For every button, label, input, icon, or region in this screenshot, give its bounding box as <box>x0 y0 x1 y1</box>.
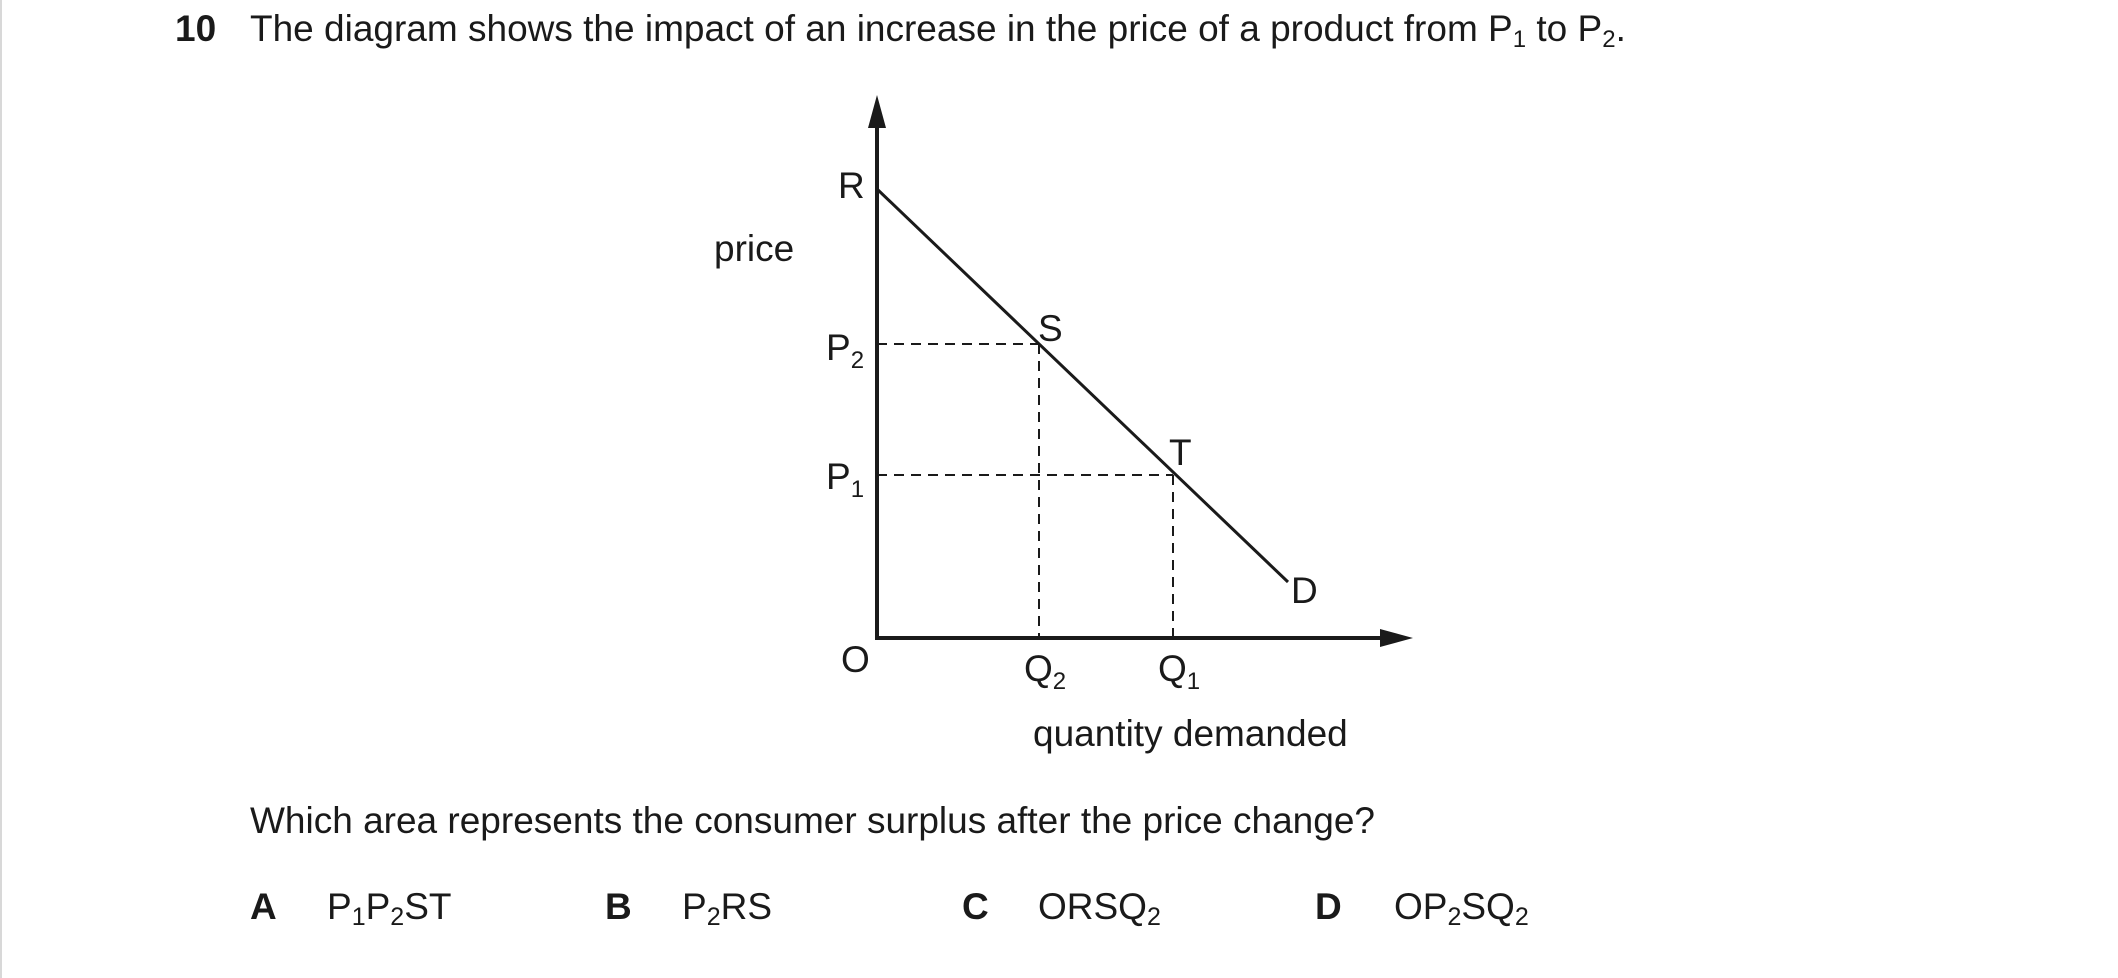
demand-curve <box>877 189 1288 582</box>
point-label-t: T <box>1169 432 1192 473</box>
y-axis-label: price <box>714 228 794 269</box>
q2-axis-label: Q2 <box>1024 648 1066 695</box>
origin-label: O <box>841 639 870 680</box>
option-c-answer: ORSQ2 <box>1038 886 1161 928</box>
p1-axis-label: P1 <box>826 456 864 503</box>
point-label-d: D <box>1291 570 1318 611</box>
y-axis-arrowhead <box>868 95 886 128</box>
option-a-letter: A <box>250 886 277 928</box>
option-d-answer: OP2SQ2 <box>1394 886 1529 928</box>
question-prompt: Which area represents the consumer surpl… <box>250 800 1375 842</box>
x-axis-label: quantity demanded <box>1033 713 1348 754</box>
p2-axis-label: P2 <box>826 327 864 374</box>
q1-axis-label: Q1 <box>1158 648 1200 695</box>
point-label-r: R <box>838 165 865 206</box>
point-label-s: S <box>1038 308 1063 349</box>
demand-diagram: price quantity demanded O R S T D P2 P1 … <box>0 0 2118 790</box>
option-a-answer: P1P2ST <box>327 886 451 928</box>
option-b-letter: B <box>605 886 632 928</box>
x-axis-arrowhead <box>1380 629 1413 647</box>
option-d-letter: D <box>1315 886 1342 928</box>
option-c-letter: C <box>962 886 989 928</box>
option-b-answer: P2RS <box>682 886 772 928</box>
